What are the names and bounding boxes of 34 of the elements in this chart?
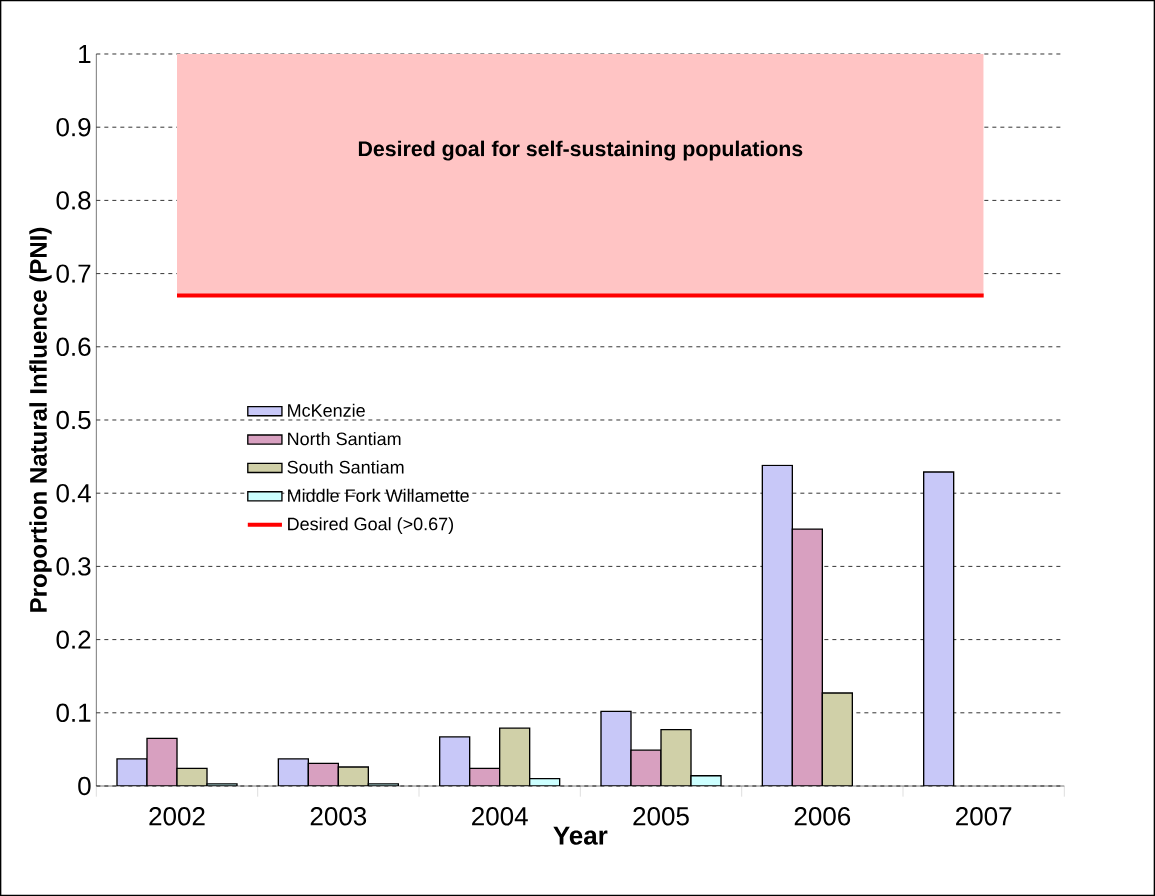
x-tick-label: 2007 <box>956 807 1012 826</box>
x-tick-label: 2003 <box>310 807 367 826</box>
y-tick-label: 0.8 <box>56 191 91 210</box>
y-axis-title: Proportion Natural Influence (PNI) <box>29 227 52 612</box>
bar <box>791 528 824 786</box>
bar <box>146 737 178 786</box>
legend-label: South Santiam <box>287 460 404 474</box>
y-tick-label: 0.3 <box>56 557 91 576</box>
bar <box>439 736 471 786</box>
legend-label: Middle Fork Willamette <box>288 488 469 502</box>
bar <box>660 728 692 786</box>
band-label: Desired goal for self-sustaining populations <box>358 140 803 161</box>
bar <box>600 710 632 786</box>
x-tick-label: 2002 <box>149 807 205 826</box>
legend-label: Desired Goal (>0.67) <box>288 517 454 534</box>
y-tick-label: 0.2 <box>56 630 91 649</box>
x-tick-label: 2004 <box>472 807 528 826</box>
bar <box>499 727 531 786</box>
x-tick-label: 2006 <box>794 807 851 826</box>
legend-label: North Santiam <box>288 432 401 446</box>
y-tick-label: 0.9 <box>56 117 91 137</box>
y-tick-label: 0.1 <box>56 703 91 722</box>
x-tick-label: 2005 <box>633 807 689 826</box>
legend-label: McKenzie <box>288 403 365 417</box>
y-tick-label: 0.6 <box>56 337 91 356</box>
y-tick-label: 0.7 <box>56 264 91 283</box>
y-tick-label: 0.5 <box>56 410 91 430</box>
bar <box>821 692 854 786</box>
y-tick-label: 0 <box>78 776 91 796</box>
y-tick-label: 0.4 <box>56 484 91 503</box>
y-tick-label: 1 <box>79 45 91 63</box>
x-axis-title: Year <box>553 826 608 845</box>
bar <box>923 471 955 786</box>
bar <box>761 464 794 786</box>
